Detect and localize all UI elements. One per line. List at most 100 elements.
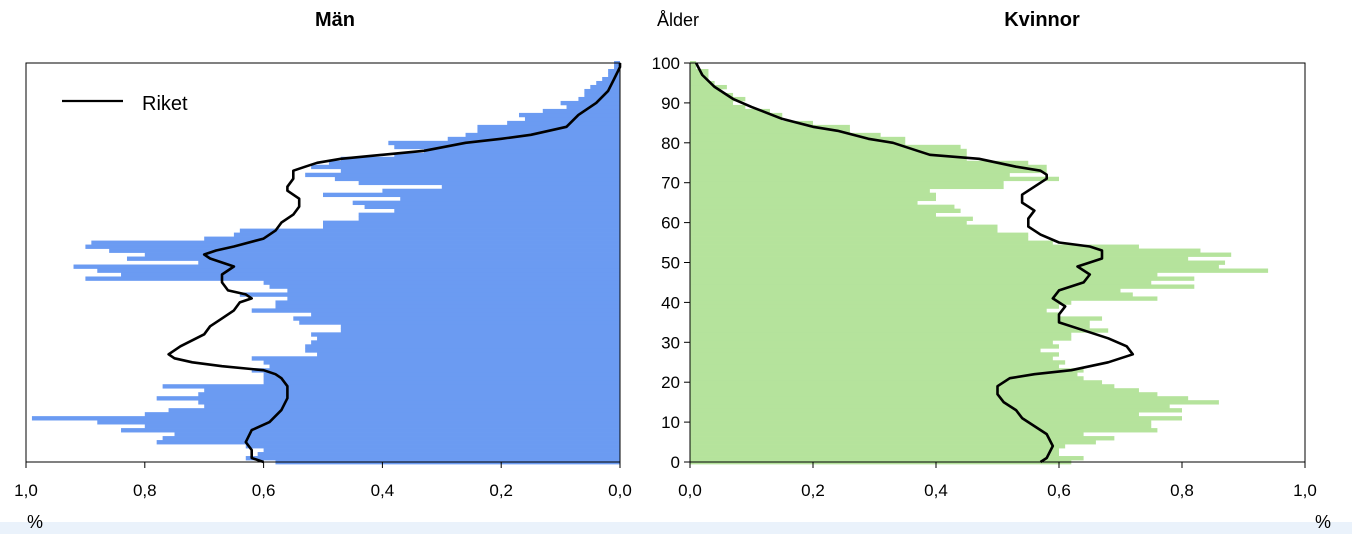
age-tick-label: 50 [661, 254, 680, 273]
men-bar [287, 296, 620, 301]
men-bar [584, 88, 620, 94]
men-bar [269, 364, 620, 369]
left-plot-border [25, 62, 621, 463]
men-bar [263, 280, 620, 285]
men-bar [394, 144, 620, 150]
legend-label: Riket [142, 93, 188, 115]
age-tick-label: 0 [671, 453, 680, 472]
women-bar [690, 65, 697, 70]
women-bar [690, 456, 1084, 461]
men-bar [91, 240, 621, 245]
women-bar [690, 148, 967, 154]
men-bar [305, 344, 620, 349]
women-bar [690, 192, 936, 198]
age-tick-label: 20 [661, 373, 680, 392]
women-bar [690, 128, 850, 134]
right-unit-label: % [1315, 512, 1331, 532]
men-bar [168, 408, 620, 413]
men-bar [245, 456, 620, 461]
women-bar [690, 348, 1041, 353]
age-tick-label: 70 [661, 174, 680, 193]
women-bar [690, 444, 1066, 449]
women-bar [690, 224, 998, 229]
women-bar [690, 392, 1158, 397]
women-bar [690, 180, 1004, 186]
women-bar [690, 292, 1133, 297]
women-bar [690, 92, 734, 98]
men-bar [328, 160, 620, 166]
men-bar [465, 132, 620, 138]
women-bar [690, 328, 1109, 333]
women-bar [690, 404, 1170, 409]
men-bar [388, 140, 620, 146]
age-axis-title: Ålder [657, 10, 699, 30]
women-bar [690, 296, 1158, 301]
men-bar [394, 208, 620, 214]
men-bar [323, 224, 620, 229]
right-panel [689, 61, 1306, 465]
women-bar [690, 256, 1189, 261]
left-panel [25, 61, 622, 465]
left-unit-label: % [27, 512, 43, 532]
women-bar [690, 308, 1047, 313]
right-x-tick-label: 0,2 [801, 481, 825, 500]
men-bar [299, 320, 620, 325]
men-bar [358, 216, 620, 221]
women-bar [690, 304, 1059, 309]
women-bar [690, 408, 1182, 413]
men-bar [305, 172, 620, 178]
men-bar [162, 384, 620, 389]
women-bar [690, 216, 973, 221]
men-bar [144, 412, 621, 417]
men-bar [507, 120, 620, 126]
men-bar [174, 432, 620, 437]
left-title: Män [315, 9, 355, 31]
men-bar [293, 316, 620, 321]
women-bar [690, 440, 1096, 445]
women-bar [690, 240, 1053, 245]
men-bar [602, 76, 620, 82]
women-bar [690, 268, 1269, 273]
women-bar [690, 260, 1226, 265]
men-bar [85, 276, 620, 281]
men-bar [156, 396, 620, 401]
women-bar [690, 152, 967, 158]
women-bar [690, 380, 1103, 385]
men-bar [311, 340, 620, 345]
men-bar [31, 416, 620, 421]
men-bar [311, 332, 620, 337]
men-bar [358, 180, 620, 186]
women-bar [690, 364, 1059, 369]
bottom-band [0, 522, 1352, 534]
women-bar [690, 100, 734, 106]
women-bar [690, 104, 746, 110]
men-bar [263, 380, 620, 385]
women-bar [690, 132, 881, 138]
women-bar [690, 360, 1066, 365]
men-bar [275, 304, 620, 309]
women-bar [690, 288, 1121, 293]
women-bar [690, 116, 783, 122]
women-bar [690, 176, 1059, 182]
women-bar [690, 76, 709, 82]
women-bar [690, 300, 1072, 305]
men-bar [121, 272, 620, 277]
women-bar [690, 84, 727, 90]
men-bar [162, 436, 620, 441]
left-x-tick-label: 0,2 [489, 481, 513, 500]
men-bar [198, 400, 620, 405]
men-bar [97, 420, 620, 425]
men-bar [447, 136, 620, 142]
women-bar [690, 372, 1078, 377]
women-bar [690, 272, 1158, 277]
women-bar [690, 356, 1053, 361]
men-bar [97, 268, 620, 273]
age-tick-label: 40 [661, 293, 680, 312]
women-bar [690, 352, 1059, 357]
men-bar [519, 112, 620, 118]
men-bar [382, 188, 620, 194]
women-bar [690, 208, 961, 214]
women-bar [690, 336, 1072, 341]
men-bar [311, 164, 620, 170]
women-bar [690, 424, 1152, 429]
